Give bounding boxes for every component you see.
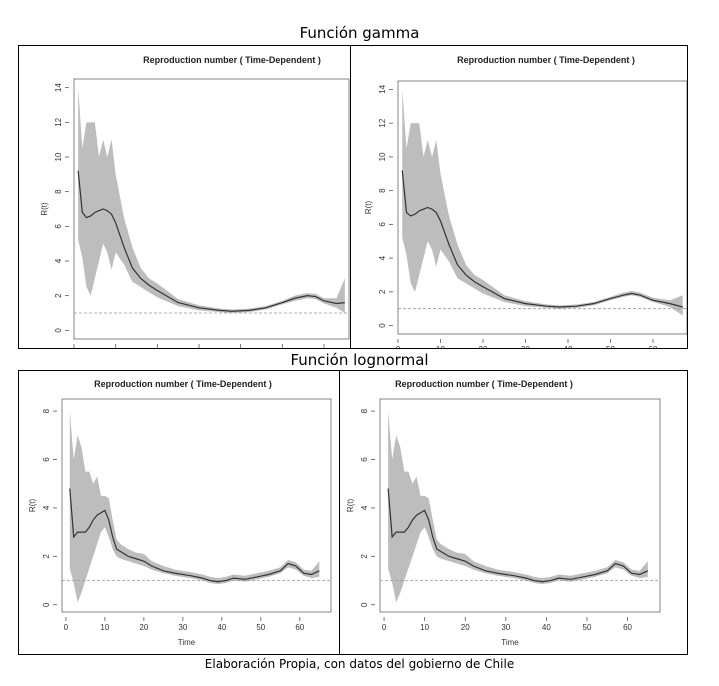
x-tick-label: 50 [583,623,592,632]
x-tick-label: 60 [649,345,658,348]
plot-frame [397,80,687,335]
x-axis-label: Time [501,638,519,647]
y-axis-label: R(t) [364,201,373,215]
y-tick-label: 0 [360,602,369,607]
plot-frame [379,398,661,613]
x-tick-label: 30 [521,345,530,348]
y-tick-label: 14 [378,84,387,93]
y-tick-label: 2 [54,293,63,298]
x-tick-label: 0 [64,623,69,632]
x-tick-label: 40 [564,345,573,348]
y-tick-label: 4 [360,505,369,510]
chart-panel-lognormal-2: Reproduction number ( Time-Dependent ) 0 1… [339,370,688,655]
confidence-band [402,89,683,316]
y-tick-label: 6 [360,457,369,462]
y-tick-label: 12 [54,117,63,126]
x-tick-label: 30 [178,623,187,632]
y-axis-label: R(t) [40,202,49,216]
y-tick-label: 4 [378,255,387,260]
y-tick-label: 14 [54,83,63,92]
mean-line [69,488,320,583]
confidence-band [388,411,648,603]
y-tick-label: 6 [378,222,387,227]
x-tick-label: 10 [436,345,445,348]
y-tick-label: 6 [54,224,63,229]
confidence-band [69,411,320,603]
x-tick-label: 10 [100,623,109,632]
y-tick-label: 10 [378,152,387,161]
y-axis-label: R(t) [28,499,37,513]
section-title-lognormal: Función lognormal [290,351,429,369]
x-tick-label: 50 [256,623,265,632]
chart-title: Reproduction number ( Time-Dependent ) [94,379,272,389]
figure-caption: Elaboración Propia, con datos del gobier… [204,657,515,671]
y-tick-label: 2 [42,554,51,559]
y-tick-label: 0 [54,328,63,333]
confidence-band [78,87,345,313]
x-tick-label: 40 [542,623,551,632]
chart-panel-lognormal-1: Reproduction number ( Time-Dependent ) 0 1… [18,370,340,655]
chart-panel-gamma-1: Reproduction number ( Time-Dependent ) 0 1… [18,45,351,349]
y-tick-label: 12 [378,118,387,127]
y-tick-label: 8 [42,408,51,413]
chart-svg-lognormal-2: Reproduction number ( Time-Dependent ) 0 1… [346,379,661,647]
x-tick-label: 20 [461,623,470,632]
mean-line [77,170,345,312]
x-tick-label: 10 [420,623,429,632]
chart-title: Reproduction number ( Time-Dependent ) [395,379,573,389]
x-axis-label: Time [178,638,196,647]
section-title-gamma: Función gamma [299,24,420,42]
y-tick-label: 8 [360,408,369,413]
y-tick-label: 4 [42,505,51,510]
mean-line [401,170,683,308]
mean-line [387,488,649,583]
x-tick-label: 60 [295,623,304,632]
plot-frame [61,398,332,613]
y-tick-label: 6 [42,457,51,462]
x-tick-label: 40 [217,623,226,632]
y-tick-label: 2 [378,289,387,294]
y-tick-label: 0 [42,602,51,607]
y-tick-label: 8 [54,189,63,194]
x-tick-label: 60 [623,623,632,632]
y-tick-label: 10 [54,152,63,161]
plot-frame [73,78,350,340]
y-tick-label: 2 [360,554,369,559]
x-tick-label: 50 [606,345,615,348]
x-tick-label: 20 [479,345,488,348]
x-tick-label: 0 [396,345,401,348]
chart-svg-lognormal-1: Reproduction number ( Time-Dependent ) 0 1… [28,379,332,647]
x-tick-label: 0 [382,623,387,632]
y-tick-label: 8 [378,188,387,193]
chart-title: Reproduction number ( Time-Dependent ) [457,55,635,65]
chart-panel-gamma-2: Reproduction number ( Time-Dependent ) 0 1… [350,45,688,349]
x-tick-label: 30 [501,623,510,632]
x-tick-label: 20 [139,623,148,632]
y-tick-label: 0 [378,323,387,328]
chart-svg-gamma-1: Reproduction number ( Time-Dependent ) 0 1… [40,55,350,348]
chart-title: Reproduction number ( Time-Dependent ) [143,55,321,65]
chart-svg-gamma-2: Reproduction number ( Time-Dependent ) 0 1… [364,55,687,348]
y-tick-label: 4 [54,258,63,263]
y-axis-label: R(t) [346,499,355,513]
